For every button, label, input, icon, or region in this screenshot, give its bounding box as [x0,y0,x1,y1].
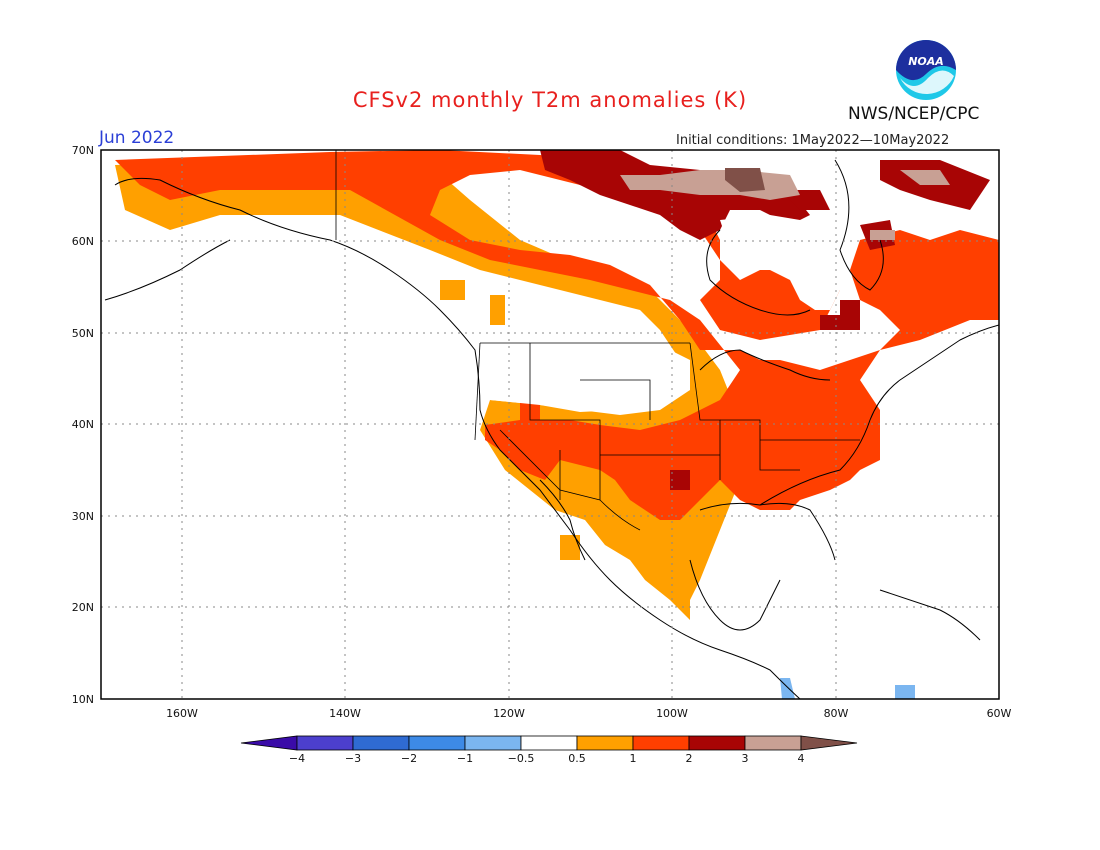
coastlines [104,159,999,699]
political-borders [335,150,860,531]
lat-label-10n: 10N [72,693,94,706]
lon-label-120w: 120W [493,707,525,720]
valid-month: Jun 2022 [99,128,175,148]
longitude-labels: 160W 140W 120W 100W 80W 60W [166,707,1011,720]
anomaly-4-plus-regions [725,168,765,192]
graticule [101,150,999,699]
lat-label-70n: 70N [72,144,94,157]
lon-label-80w: 80W [824,707,849,720]
lat-label-30n: 30N [72,510,94,523]
map-title: CFSv2 monthly T2m anomalies (K) [352,88,748,112]
lon-label-100w: 100W [656,707,688,720]
lat-label-40n: 40N [72,418,94,431]
lon-label-60w: 60W [987,707,1012,720]
noaa-logo-text: NOAA [908,55,944,68]
latitude-labels: 70N 60N 50N 40N 30N 20N 10N [72,144,94,706]
noaa-logo: NOAA [896,40,956,100]
lon-label-140w: 140W [329,707,361,720]
map-frame [100,149,1000,700]
anomaly-field [101,150,999,699]
initial-conditions: Initial conditions: 1May2022—10May2022 [676,133,950,148]
lat-label-60n: 60N [72,235,94,248]
lat-label-20n: 20N [72,601,94,614]
agency-label: NWS/NCEP/CPC [848,104,980,124]
lat-label-50n: 50N [72,327,94,340]
lon-label-160w: 160W [166,707,198,720]
